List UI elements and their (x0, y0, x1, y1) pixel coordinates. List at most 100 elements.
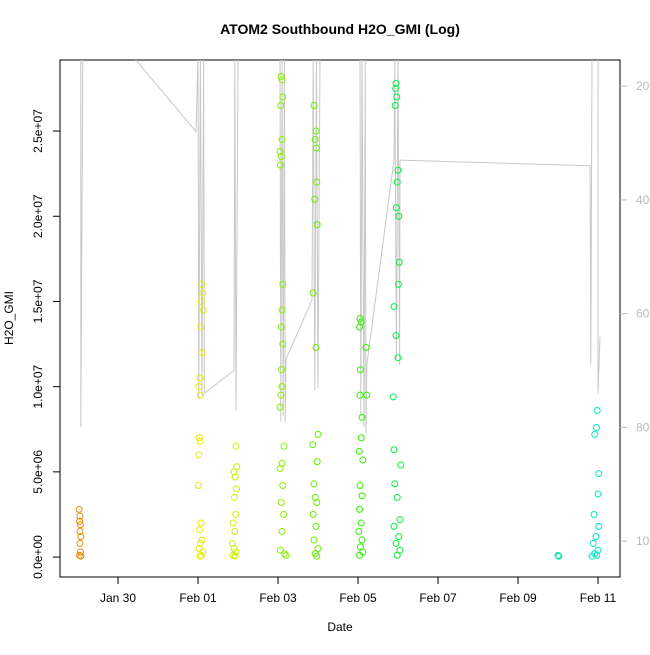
point (231, 528, 239, 536)
point (277, 73, 285, 81)
point (231, 552, 239, 560)
point (314, 545, 322, 553)
point (554, 551, 562, 559)
point (355, 528, 363, 536)
point (233, 463, 241, 471)
point (230, 493, 238, 501)
point (392, 204, 400, 212)
point (76, 512, 84, 520)
plot-frame (59, 59, 621, 578)
chart-title: ATOM2 Southbound H2O_GMI (Log) (220, 21, 460, 37)
point (195, 434, 203, 442)
y-tick-label: 1.0e+07 (31, 364, 45, 408)
point (231, 473, 239, 481)
point (230, 468, 238, 476)
point (232, 485, 240, 493)
point (309, 441, 317, 449)
point (358, 492, 366, 500)
point (282, 551, 290, 559)
point (392, 332, 400, 340)
point (197, 551, 205, 559)
point (197, 323, 205, 331)
point (310, 480, 318, 488)
point (195, 451, 203, 459)
point (278, 136, 286, 144)
point (76, 548, 84, 556)
point (76, 517, 84, 525)
point (278, 383, 286, 391)
point (278, 366, 286, 374)
point (279, 280, 287, 288)
point (310, 101, 318, 109)
y-tick-label: 0.0e+00 (31, 535, 45, 579)
x-tick-label: Feb 11 (580, 591, 617, 605)
point (397, 461, 405, 469)
point (277, 391, 285, 399)
point (395, 533, 403, 541)
point (592, 424, 600, 432)
point (394, 166, 402, 174)
point (396, 516, 404, 524)
point (356, 366, 364, 374)
x-tick-label: Feb 09 (499, 591, 537, 605)
point (389, 393, 397, 401)
y-tick-label: 5.0e+06 (31, 450, 45, 494)
point (591, 430, 599, 438)
point (313, 221, 321, 229)
point (356, 551, 364, 559)
point (393, 551, 401, 559)
point (276, 546, 284, 554)
point (362, 343, 370, 351)
point (76, 521, 84, 529)
point (393, 178, 401, 186)
point (390, 522, 398, 530)
point (590, 510, 598, 518)
point (593, 551, 601, 559)
point (589, 539, 597, 547)
point (197, 519, 205, 527)
point (357, 434, 365, 442)
point (390, 446, 398, 454)
point (309, 510, 317, 518)
point (395, 258, 403, 266)
point (196, 552, 204, 560)
point (312, 343, 320, 351)
point (278, 528, 286, 536)
point (229, 519, 237, 527)
point (391, 480, 399, 488)
pressure-line (80, 60, 601, 434)
point (277, 323, 285, 331)
point (358, 536, 366, 544)
point (314, 430, 322, 438)
point (196, 539, 204, 547)
point (75, 505, 83, 513)
point (311, 136, 319, 144)
x-tick-label: Jan 30 (100, 591, 136, 605)
point (390, 303, 398, 311)
point (312, 144, 320, 152)
point (279, 93, 287, 101)
y2-tick-label: 1000 (636, 534, 650, 548)
point (199, 289, 207, 297)
point (588, 552, 596, 560)
x-tick-label: Feb 03 (259, 591, 297, 605)
point (77, 552, 85, 560)
point (309, 289, 317, 297)
point (280, 442, 288, 450)
point (276, 464, 284, 472)
point (197, 297, 205, 305)
point (232, 442, 240, 450)
point (76, 528, 84, 536)
point (359, 456, 367, 464)
y2-tick-label: 800 (636, 420, 650, 434)
x-tick-label: Feb 01 (179, 591, 217, 605)
point (276, 161, 284, 169)
point (76, 539, 84, 547)
y2-tick-label: 600 (636, 307, 650, 321)
point (363, 391, 371, 399)
point (312, 522, 320, 530)
point (595, 470, 603, 478)
point (232, 510, 240, 518)
